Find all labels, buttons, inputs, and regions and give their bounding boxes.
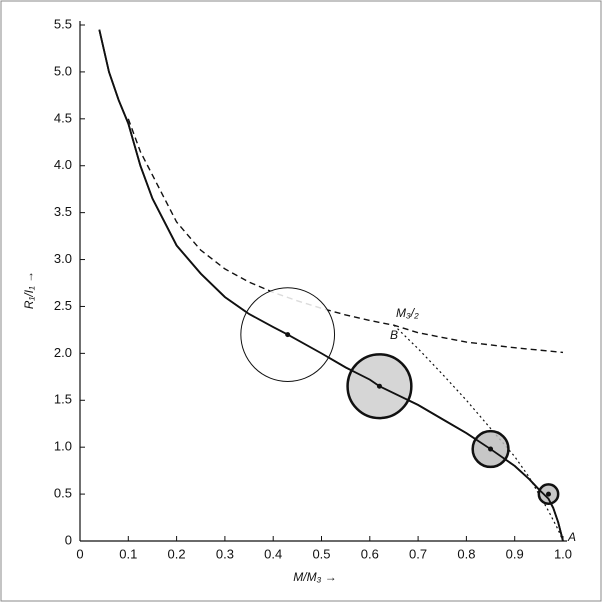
x-tick-label: 0.7 <box>409 546 427 561</box>
y-tick-label: 4.0 <box>54 157 72 172</box>
y-tick-label: 0.5 <box>54 486 72 501</box>
y-tick-label: 5.0 <box>54 63 72 78</box>
bubble-center <box>546 491 552 497</box>
y-tick-label: 1.0 <box>54 439 72 454</box>
x-tick-label: 1.0 <box>554 546 572 561</box>
y-tick-label: 1.5 <box>54 392 72 407</box>
x-tick-label: 0.3 <box>216 546 234 561</box>
x-tick-label: 0.2 <box>168 546 186 561</box>
x-tick-label: 0.9 <box>506 546 524 561</box>
x-tick-label: 0.1 <box>119 546 137 561</box>
y-tick-label: 5.5 <box>54 16 72 31</box>
annotation: M₃/₂ <box>396 306 419 320</box>
x-tick-label: 0.8 <box>457 546 475 561</box>
curve <box>393 324 564 542</box>
y-tick-label: 3.5 <box>54 204 72 219</box>
curve <box>127 118 564 354</box>
x-axis-label: M/M₃ → <box>293 570 336 584</box>
x-tick-label: 0 <box>76 546 83 561</box>
x-tick-label: 0.5 <box>312 546 330 561</box>
annotation: A <box>567 530 576 544</box>
y-tick-label: 4.5 <box>54 110 72 125</box>
y-tick-label: 3.0 <box>54 251 72 266</box>
x-tick-label: 0.6 <box>361 546 379 561</box>
x-tick-label: 0.4 <box>264 546 282 561</box>
annotation: B <box>390 328 398 342</box>
y-tick-label: 2.5 <box>54 298 72 313</box>
y-tick-label: 0 <box>65 532 72 547</box>
y-tick-label: 2.0 <box>54 345 72 360</box>
y-axis-label: R₁/I₁ → <box>22 271 36 309</box>
curve <box>98 29 564 542</box>
